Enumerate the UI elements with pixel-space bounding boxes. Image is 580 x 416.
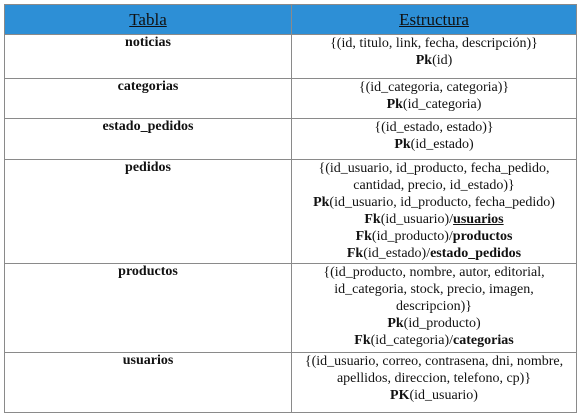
primary-key-line: Pk(id_estado) [292,136,576,153]
table-name-pedidos: pedidos [4,159,292,264]
pk-value: (id_categoria) [402,97,482,112]
fk-keyword: Fk [346,246,364,261]
pk-value: (id_usuario) [409,388,478,403]
pk-value: (id_usuario, id_producto, fecha_pedido) [329,195,555,210]
table-name-estado-pedidos: estado_pedidos [4,118,292,160]
primary-key-line: PK(id_usuario) [292,387,576,404]
pk-value: (id) [432,53,453,68]
foreign-key-line: Fk(id_usuario)/usuarios [292,211,576,228]
pk-keyword: PK [390,388,410,403]
pk-keyword: Pk [394,137,411,152]
fk-value: (id_producto)/ [371,229,453,244]
primary-key-line: Pk(id_usuario, id_producto, fecha_pedido… [292,194,576,211]
fields-line: {(id_usuario, correo, contrasena, dni, n… [304,354,564,369]
row-estado-pedidos: estado_pedidos {(id_estado, estado)} Pk(… [4,118,577,160]
table-name-noticias: noticias [4,34,292,79]
pk-keyword: Pk [415,53,433,68]
fk-reference: categorias [453,333,514,348]
fk-value: (id_estado)/ [363,246,431,261]
fields-line: {(id_categoria, categoria)} [358,80,510,95]
pk-keyword: Pk [387,316,404,331]
fields-line: {(id_usuario, id_producto, fecha_pedido, [318,161,550,176]
fk-keyword: Fk [355,229,372,244]
fk-reference: estado_pedidos [430,246,522,261]
header-estructura-label: Estructura [399,9,469,29]
pk-keyword: Pk [313,195,330,210]
fk-keyword: Fk [354,333,371,348]
structure-productos: {(id_producto, nombre, autor, editorial,… [291,263,577,353]
fk-value: (id_categoria)/ [370,333,454,348]
fields-line: cantidad, precio, id_estado)} [353,178,515,193]
structure-pedidos: {(id_usuario, id_producto, fecha_pedido,… [291,159,577,264]
row-noticias: noticias {(id, titulo, link, fecha, desc… [4,34,577,79]
fields-line: {(id_producto, nombre, autor, editorial, [323,265,545,280]
row-productos: productos {(id_producto, nombre, autor, … [4,263,577,353]
foreign-key-line: Fk(id_producto)/productos [292,228,576,245]
pk-keyword: Pk [386,97,403,112]
header-tabla: Tabla [4,4,292,35]
header-row: Tabla Estructura [4,4,577,35]
header-estructura: Estructura [291,4,577,35]
fields-line: {(id, titulo, link, fecha, descripción)} [330,36,538,51]
table-name-productos: productos [4,263,292,353]
pk-value: (id_estado) [410,137,474,152]
row-pedidos: pedidos {(id_usuario, id_producto, fecha… [4,159,577,264]
primary-key-line: Pk(id_producto) [292,315,576,332]
fk-value: (id_usuario)/ [380,212,454,227]
table-name-categorias: categorias [4,78,292,119]
fields-line: apellidos, direccion, telefono, cp)} [336,371,532,386]
row-categorias: categorias {(id_categoria, categoria)} P… [4,78,577,119]
foreign-key-line: Fk(id_estado)/estado_pedidos [292,245,576,262]
structure-noticias: {(id, titulo, link, fecha, descripción)}… [291,34,577,79]
pk-value: (id_producto) [403,316,481,331]
fk-reference: usuarios [453,212,504,227]
fields-line: {(id_estado, estado)} [374,120,494,135]
structure-usuarios: {(id_usuario, correo, contrasena, dni, n… [291,352,577,413]
fields-line: descripcion)} [396,299,472,314]
primary-key-line: Pk(id) [292,52,576,69]
table-name-usuarios: usuarios [4,352,292,413]
primary-key-line: Pk(id_categoria) [292,96,576,113]
fields-line: id_categoria, stock, precio, imagen, [334,282,534,297]
header-tabla-label: Tabla [129,9,167,29]
foreign-key-line: Fk(id_categoria)/categorias [292,332,576,349]
structure-estado-pedidos: {(id_estado, estado)} Pk(id_estado) [291,118,577,160]
structure-categorias: {(id_categoria, categoria)} Pk(id_catego… [291,78,577,119]
fk-reference: productos [452,229,513,244]
schema-table: Tabla Estructura noticias {(id, titulo, … [4,4,577,413]
row-usuarios: usuarios {(id_usuario, correo, contrasen… [4,352,577,413]
fk-keyword: Fk [364,212,381,227]
